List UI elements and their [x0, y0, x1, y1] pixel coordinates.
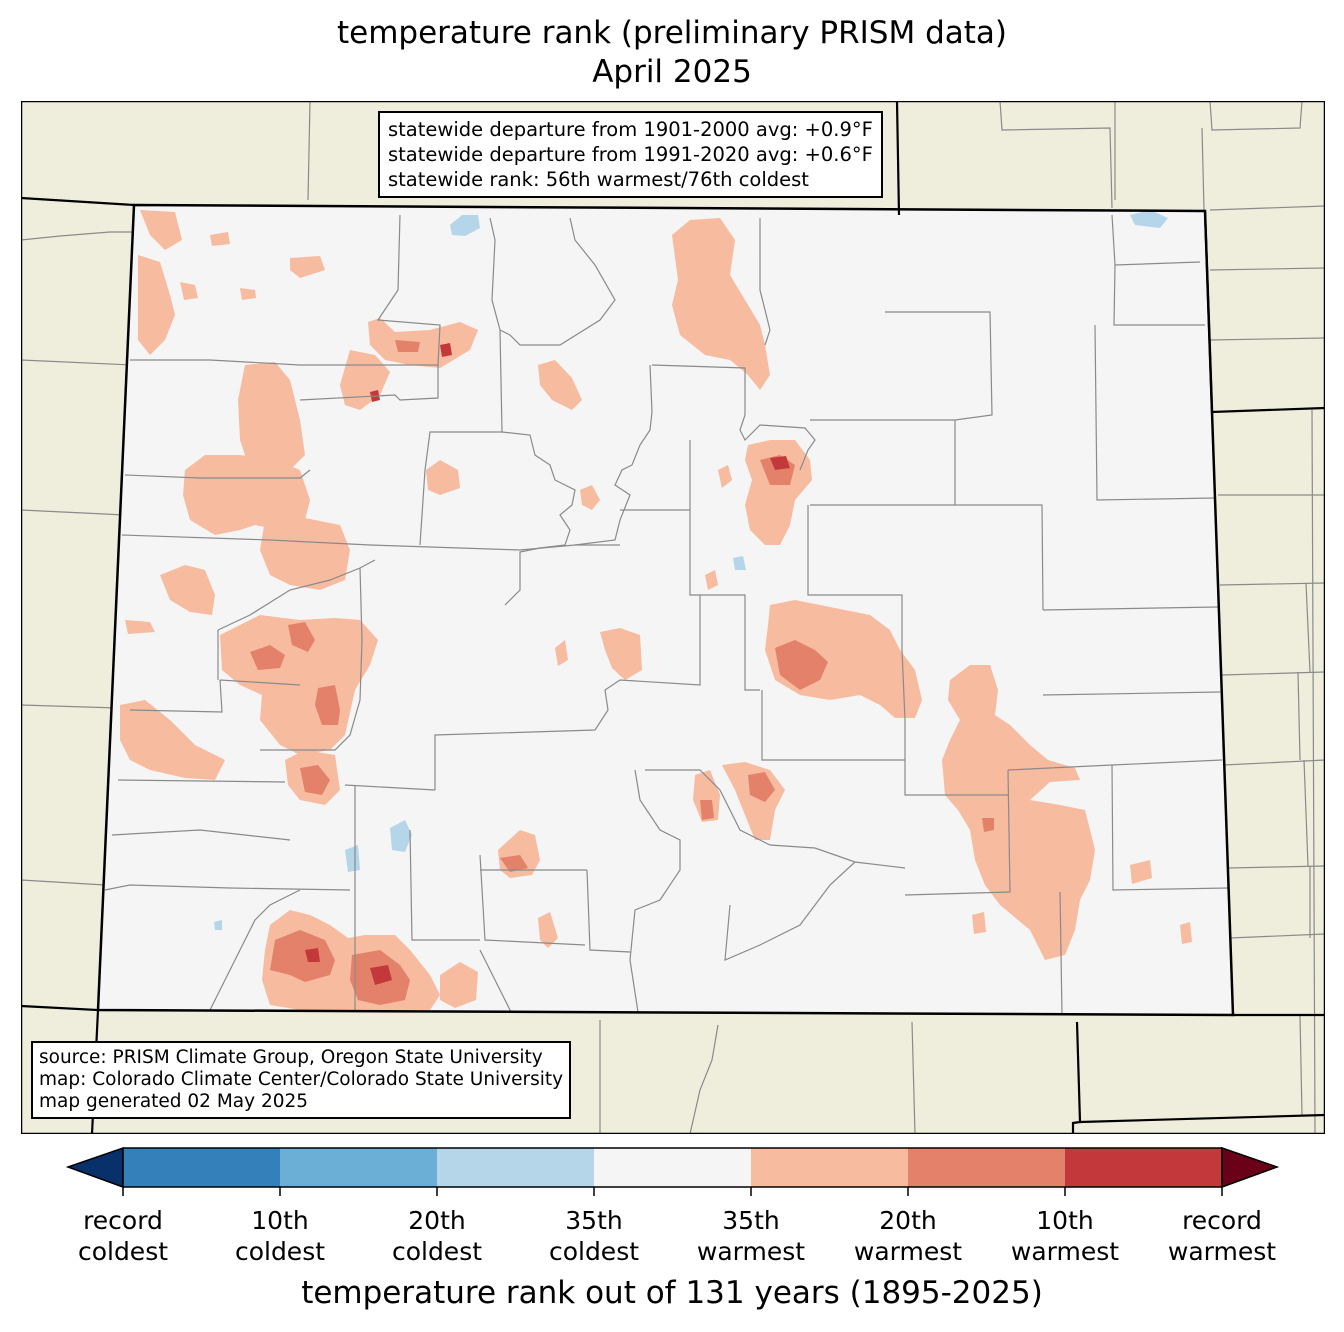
colorbar-bin-10th-to-20th-coldest [280, 1148, 437, 1187]
colorbar-tick-label: record warmest [1167, 1206, 1277, 1266]
colorbar-tick-label: 10th coldest [234, 1206, 326, 1266]
stat-departure-1901-2000: statewide departure from 1901-2000 avg: … [388, 118, 873, 141]
colorbar-tick-label: 10th warmest [1010, 1206, 1120, 1266]
source-line: source: PRISM Climate Group, Oregon Stat… [39, 1047, 543, 1068]
colorbar-extend-cold [65, 1146, 124, 1189]
state-borders [21, 101, 1325, 1134]
stat-rank: statewide rank: 56th warmest/76th coldes… [388, 168, 809, 191]
colorbar-bin-record-to-10th-coldest [123, 1148, 280, 1187]
colorbar-tick-label: record coldest [77, 1206, 169, 1266]
map-credit-line: map: Colorado Climate Center/Colorado St… [39, 1069, 564, 1090]
stat-departure-1991-2020: statewide departure from 1991-2020 avg: … [388, 143, 873, 166]
colorbar-tick-label: 20th warmest [853, 1206, 963, 1266]
colorbar [65, 1146, 1280, 1196]
colorbar-bin-10th-to-record-warmest [1065, 1148, 1222, 1187]
colorbar-bin-35th-to-20th-warmest [751, 1148, 908, 1187]
colorbar-bin-near-normal [594, 1148, 751, 1187]
colorado-state-fill [98, 205, 1233, 1015]
colorbar-tick-label: 35th warmest [696, 1206, 806, 1266]
neighbor-county-lines [21, 101, 1325, 1134]
statewide-stats-box: statewide departure from 1901-2000 avg: … [378, 111, 883, 198]
map-title: temperature rank (preliminary PRISM data… [336, 15, 1007, 51]
colorbar-title: temperature rank out of 131 years (1895-… [301, 1275, 1043, 1311]
colorbar-tick-label: 35th coldest [548, 1206, 640, 1266]
generated-date-line: map generated 02 May 2025 [39, 1091, 309, 1112]
colorbar-bin-20th-to-35th-coldest [437, 1148, 594, 1187]
temperature-rank-patches [120, 210, 1192, 1010]
map-subtitle: April 2025 [592, 54, 752, 90]
colorbar-extend-warm [1221, 1146, 1280, 1189]
colorbar-tick-label: 20th coldest [391, 1206, 483, 1266]
colorbar-bin-20th-to-10th-warmest [908, 1148, 1065, 1187]
source-box: source: PRISM Climate Group, Oregon Stat… [31, 1041, 572, 1119]
county-lines [104, 214, 1229, 1015]
